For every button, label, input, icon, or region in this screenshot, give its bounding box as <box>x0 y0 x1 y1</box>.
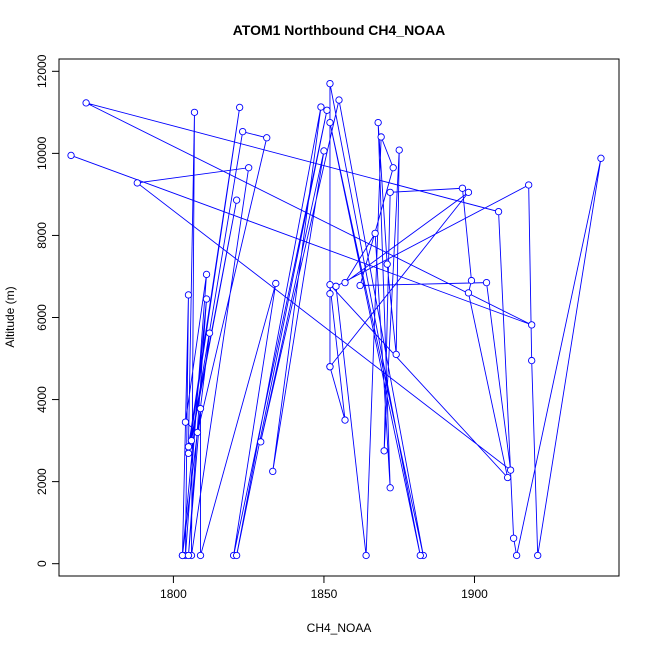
data-point <box>269 467 277 476</box>
data-point <box>380 447 388 455</box>
data-point <box>317 103 325 111</box>
data-point <box>326 118 334 127</box>
data-point <box>371 229 379 238</box>
data-point <box>178 551 187 560</box>
data-point <box>323 106 331 114</box>
data-point <box>184 449 193 457</box>
data-point <box>458 184 467 192</box>
data-point <box>184 291 193 299</box>
data-point <box>509 534 518 542</box>
data-point <box>374 118 382 127</box>
y-tick-label: 10000 <box>35 136 49 170</box>
data-point <box>184 443 193 451</box>
data-point <box>272 279 280 288</box>
x-axis: 1800 1850 1900 <box>160 576 488 601</box>
data-point <box>464 289 473 297</box>
x-axis-label: CH4_NOAA <box>307 621 372 635</box>
data-point <box>232 551 241 560</box>
data-point <box>82 99 90 107</box>
data-point <box>332 282 340 290</box>
x-tick-label: 1900 <box>461 587 488 601</box>
data-point <box>193 428 202 437</box>
chart-title: ATOM1 Northbound CH4_NOAA <box>233 22 446 38</box>
data-point <box>395 146 403 154</box>
y-tick-label: 8000 <box>35 222 49 249</box>
data-point <box>482 278 491 287</box>
data-point <box>232 196 241 204</box>
data-point <box>341 416 349 424</box>
data-point <box>245 164 253 172</box>
y-tick-label: 4000 <box>35 386 49 413</box>
y-tick-label: 12000 <box>35 54 49 88</box>
y-axis-label: Altitude (m) <box>3 286 17 347</box>
data-point <box>202 270 211 279</box>
data-point <box>239 127 247 136</box>
x-tick-label: 1800 <box>160 587 187 601</box>
data-point <box>512 551 521 560</box>
data-point <box>67 151 75 160</box>
data-point <box>187 436 196 445</box>
data-point <box>494 207 503 216</box>
y-tick-label: 0 <box>35 560 49 567</box>
series-layer <box>67 79 605 560</box>
data-point <box>205 329 214 337</box>
data-point <box>362 551 370 560</box>
data-point <box>326 281 334 289</box>
data-point <box>257 438 265 446</box>
data-point <box>320 147 328 155</box>
y-tick-label: 2000 <box>35 468 49 495</box>
data-point <box>467 276 476 285</box>
data-point <box>263 134 271 142</box>
data-point <box>392 350 400 359</box>
series-line <box>70 83 602 556</box>
data-point <box>386 484 394 492</box>
data-point <box>389 164 397 172</box>
data-point <box>335 96 343 104</box>
data-point <box>506 466 515 474</box>
data-point <box>386 188 394 197</box>
data-point <box>464 188 473 197</box>
data-point <box>202 295 211 303</box>
data-point <box>341 278 349 287</box>
data-point <box>597 154 605 162</box>
data-point <box>235 103 244 112</box>
data-point <box>196 404 205 413</box>
data-point <box>196 551 205 560</box>
data-point <box>356 281 364 290</box>
data-point <box>184 551 193 560</box>
data-point <box>416 551 424 560</box>
x-tick-label: 1850 <box>311 587 338 601</box>
data-point <box>528 321 536 329</box>
data-point <box>525 181 533 189</box>
data-point <box>326 290 334 298</box>
data-point <box>383 260 391 268</box>
y-tick-label: 6000 <box>35 304 49 331</box>
data-point <box>133 179 141 187</box>
data-point <box>326 79 334 88</box>
data-point <box>181 418 190 426</box>
data-point <box>503 473 512 482</box>
data-point <box>534 551 542 560</box>
y-axis: 0 2000 4000 6000 8000 10000 12000 <box>35 54 59 567</box>
data-point <box>190 108 199 116</box>
data-point <box>528 356 536 365</box>
data-point <box>326 363 334 371</box>
data-point <box>377 133 385 141</box>
